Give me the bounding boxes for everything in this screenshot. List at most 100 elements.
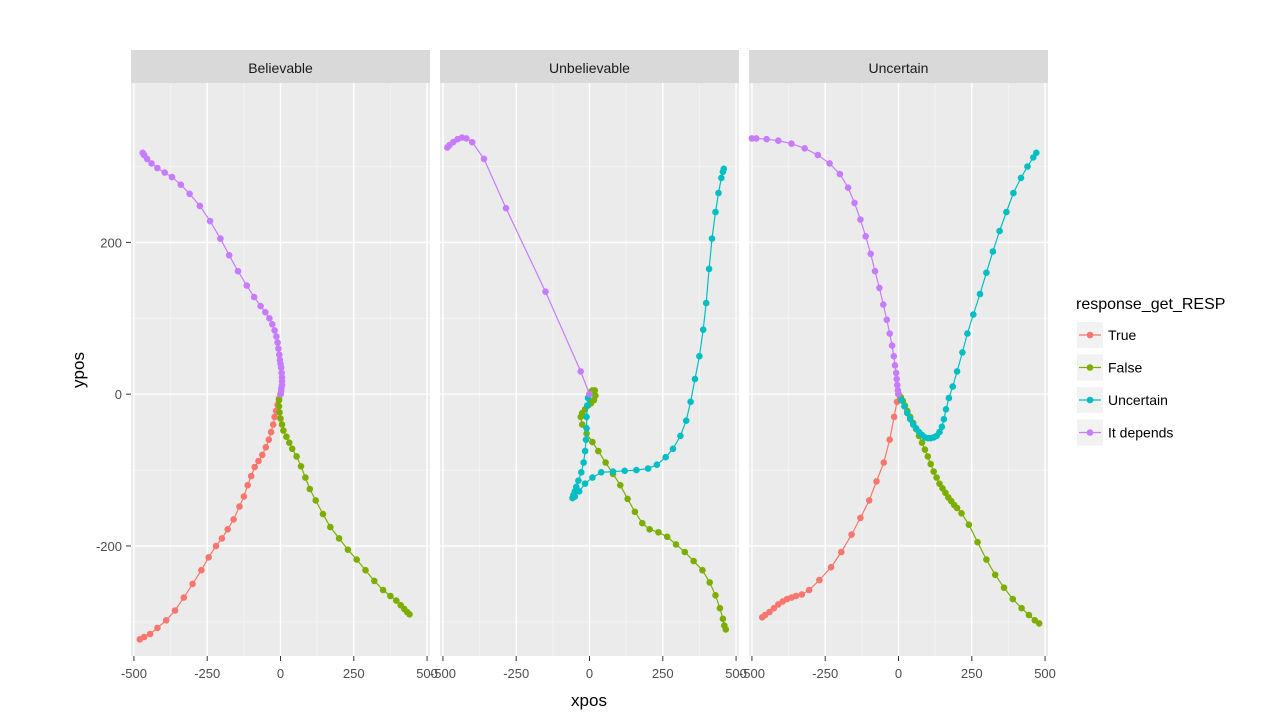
data-point [702,299,710,307]
data-point [958,510,965,517]
data-point [278,421,286,428]
data-point [240,493,248,500]
data-point [597,469,605,476]
data-point [302,474,309,481]
data-point [788,140,795,147]
data-point [293,453,300,460]
data-point [712,592,719,599]
data-point [387,592,394,600]
data-point [633,466,640,474]
data-point [1017,174,1025,182]
x-tick-label: 250 [343,666,365,681]
data-point [836,170,844,178]
data-point [662,453,669,461]
data-point [542,288,549,296]
data-point [212,542,220,550]
data-point [251,463,258,471]
data-point [883,316,891,324]
data-point [716,604,724,612]
x-tick-label: 500 [1034,666,1056,681]
data-point [243,282,251,289]
data-point [273,333,280,340]
data-point [136,636,144,643]
data-point [148,160,155,167]
data-point [927,460,934,468]
panel-unbelievable: Unbelievable -500 -250 0 250 500 [430,50,747,681]
data-point [965,521,973,528]
data-point [609,468,617,475]
data-point [274,339,281,346]
y-axis: -200 0 200 [96,235,131,554]
data-point [1009,595,1017,603]
x-tick-label: -250 [194,666,220,681]
legend-item-uncertain: Uncertain [1077,387,1168,413]
data-point [801,145,808,152]
data-point [949,383,956,390]
data-point [139,149,146,157]
data-point [353,556,361,563]
data-point [871,267,879,275]
legend-key-point [1086,429,1094,436]
data-point [577,368,584,375]
data-point [189,580,196,588]
data-point [893,375,900,383]
data-point [682,417,690,425]
data-point [168,173,176,181]
data-point [918,439,926,447]
strip-background [749,50,1048,83]
data-point [1018,604,1025,612]
data-point [1003,208,1010,216]
data-point [827,563,835,571]
data-point [319,510,327,518]
data-point [996,227,1003,235]
data-point [288,445,296,453]
data-point [886,330,893,337]
data-point [699,326,707,334]
data-point [575,488,583,495]
data-point [205,554,212,561]
data-point [699,566,706,574]
data-point [888,342,896,349]
data-point [770,604,778,612]
data-point [247,472,255,480]
series-true [136,390,284,643]
data-point [805,586,813,594]
data-point [180,594,188,601]
data-point [259,451,266,459]
data-point [816,576,823,584]
data-point [936,428,943,436]
data-point [844,184,852,191]
data-point [379,586,387,594]
data-point [171,607,179,614]
x-tick-label: 0 [895,666,902,681]
y-tick-label: 0 [115,387,122,402]
data-point [444,144,451,151]
data-point [589,438,596,446]
data-point [589,474,596,481]
data-point [718,174,725,182]
data-point [276,356,284,364]
data-point [244,481,251,489]
x-tick-label: -500 [739,666,765,681]
data-point [974,538,981,546]
data-point [894,387,902,394]
data-point [681,548,689,556]
series-it-depends [444,134,593,398]
x-tick-label: 250 [961,666,983,681]
data-point [276,351,283,359]
data-point [583,413,590,421]
data-point [250,293,258,301]
data-point [953,504,961,512]
data-point [857,216,864,223]
data-point [271,327,278,334]
data-point [580,459,587,466]
data-point [578,421,586,428]
data-point [904,409,911,417]
panel-believable: Believable -500 -250 0 250 500 [121,50,438,681]
data-point [393,597,400,604]
legend-item-false: False [1077,354,1142,381]
series-it-depends [748,135,902,398]
data-point [886,436,893,444]
data-point [669,445,677,453]
